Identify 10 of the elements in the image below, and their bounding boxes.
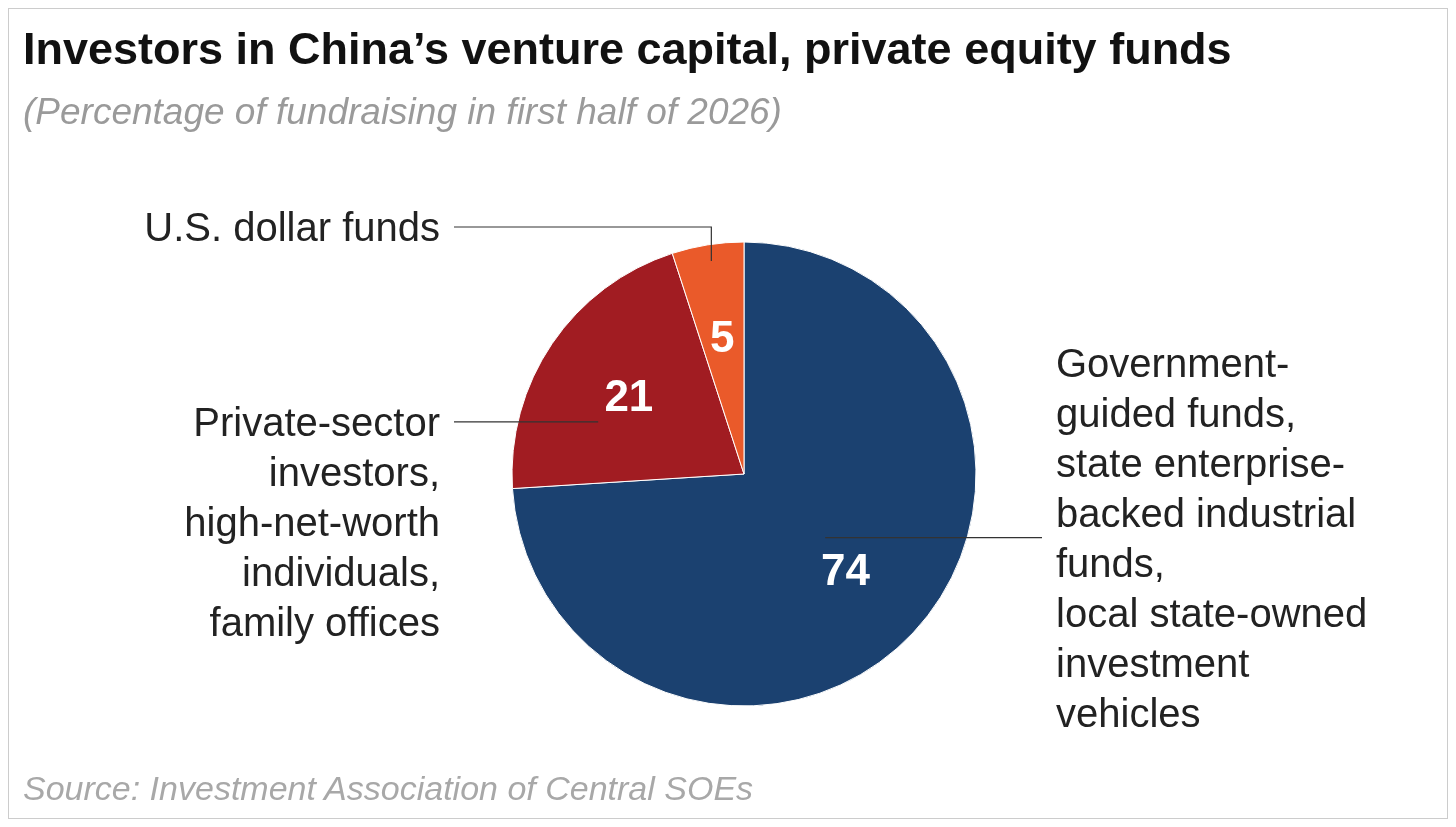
- chart-subtitle: (Percentage of fundraising in first half of 2026): [23, 91, 782, 132]
- slice-label: U.S. dollar funds: [144, 205, 440, 249]
- data-label: 74: [821, 544, 871, 594]
- source-note: Source: Investment Association of Central SOEs: [23, 769, 754, 808]
- chart-title: Investors in China’s venture capital, private equity funds: [23, 23, 1232, 74]
- data-label: 5: [709, 312, 735, 362]
- pie-slice: [511, 241, 977, 707]
- data-label: 21: [604, 371, 654, 421]
- slice-label: Private-sector investors, high-net-worth individuals, family offices: [184, 399, 440, 644]
- slice-label: Government- guided funds, state enterprise- backed industrial funds, local state-owned investment vehicles: [1056, 340, 1368, 735]
